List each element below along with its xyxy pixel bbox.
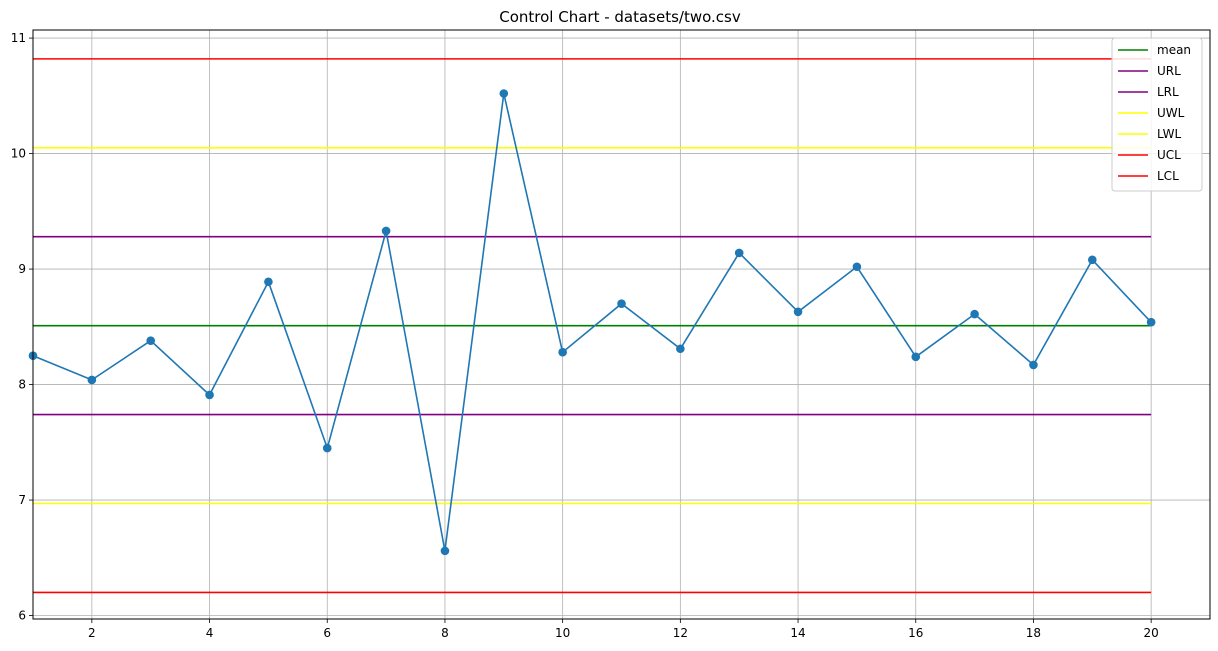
legend-label: URL [1157,64,1181,78]
x-tick-label: 2 [88,626,96,640]
data-point [440,546,450,556]
data-point [793,307,803,317]
data-point [852,262,862,272]
data-point [911,352,921,362]
data-point [970,309,979,319]
legend-label: LWL [1157,127,1181,141]
axis-ticks: 2 4 6 8 10 12 14 16 18 20 6 7 8 9 10 11 [11,31,1159,640]
data-point [617,299,626,309]
series-line [32,93,1152,552]
x-tick-label: 16 [908,626,923,640]
x-tick-label: 4 [206,626,214,640]
data-point [322,443,332,453]
legend-label: LRL [1157,85,1179,99]
data-series [28,89,1156,556]
data-point [264,277,273,287]
x-tick-label: 6 [323,626,331,640]
x-tick-label: 20 [1144,626,1159,640]
legend-label: mean [1157,43,1191,57]
reference-lines [33,58,1152,594]
data-point [1088,255,1097,265]
data-point [87,375,97,385]
legend: mean URL LRL UWL LWL UCL LCL [1111,37,1203,192]
data-point [205,390,214,400]
y-tick-label: 7 [18,493,26,507]
data-point [499,89,509,98]
plot-frame [32,29,1211,620]
x-tick-label: 10 [555,626,570,640]
y-tick-label: 9 [18,262,26,276]
y-tick-label: 11 [11,31,26,45]
data-point [381,226,391,236]
legend-label: UWL [1157,106,1185,120]
data-point [558,347,567,357]
y-tick-label: 8 [18,378,26,392]
y-tick-label: 6 [18,609,26,623]
data-point [146,336,155,345]
legend-label: LCL [1157,169,1179,183]
chart-title: Control Chart - datasets/two.csv [499,8,741,26]
x-tick-label: 18 [1026,626,1041,640]
y-tick-label: 10 [11,147,26,161]
x-tick-label: 14 [790,626,805,640]
legend-label: UCL [1157,148,1181,162]
x-tick-label: 12 [673,626,688,640]
legend-box [1111,37,1203,192]
grid [33,30,1210,619]
x-tick-label: 8 [441,626,449,640]
data-point [1029,360,1038,370]
data-point [676,344,685,354]
data-point [734,248,744,258]
data-point [1146,317,1156,327]
